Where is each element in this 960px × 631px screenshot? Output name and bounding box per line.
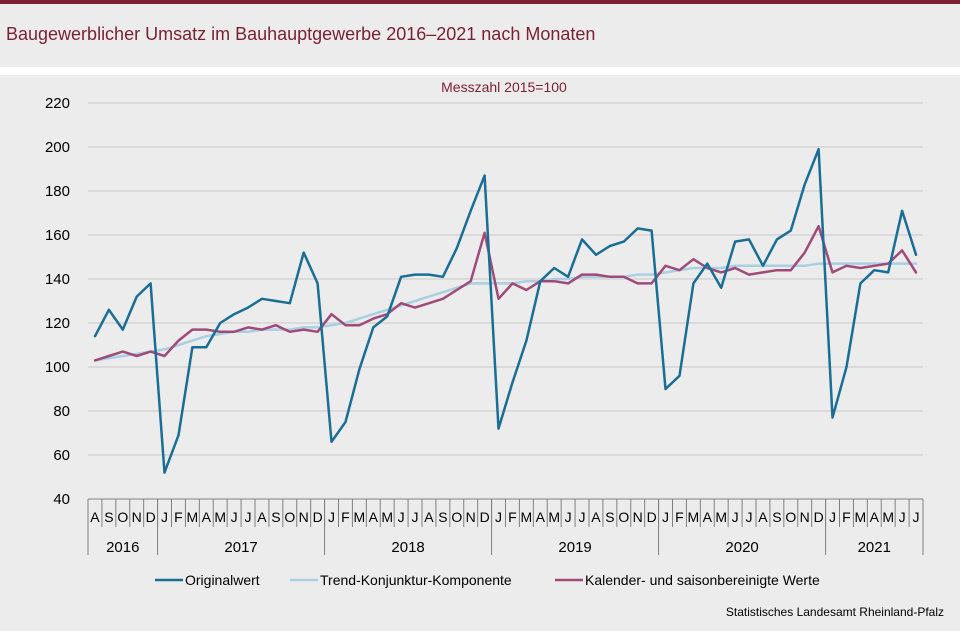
legend-label: Kalender- und saisonbereinigte Werte — [585, 572, 820, 588]
month-label: D — [146, 509, 156, 525]
month-label: M — [882, 509, 894, 525]
month-label: O — [451, 509, 462, 525]
month-label: O — [785, 509, 796, 525]
month-label: F — [341, 509, 350, 525]
month-label: M — [381, 509, 393, 525]
month-label: N — [132, 509, 142, 525]
year-label: 2019 — [558, 539, 591, 556]
series-line — [93, 224, 918, 362]
month-label: J — [579, 509, 586, 525]
month-label: A — [424, 509, 434, 525]
y-tick-label: 160 — [45, 227, 70, 244]
y-tick-label: 80 — [53, 403, 70, 420]
legend-label: Trend-Konjunktur-Komponente — [320, 572, 512, 588]
year-label: 2020 — [725, 539, 758, 556]
month-label: F — [174, 509, 183, 525]
month-label: J — [161, 509, 168, 525]
month-label: A — [703, 509, 713, 525]
series-line — [93, 147, 918, 474]
month-label: A — [536, 509, 546, 525]
series-line — [93, 262, 918, 362]
month-label: A — [591, 509, 601, 525]
month-label: S — [605, 509, 614, 525]
month-label: J — [913, 509, 920, 525]
chart-title: Baugewerblicher Umsatz im Bauhauptgewerb… — [6, 24, 596, 44]
month-label: J — [328, 509, 335, 525]
y-tick-label: 100 — [45, 359, 70, 376]
y-tick-label: 180 — [45, 183, 70, 200]
year-label: 2021 — [858, 539, 891, 556]
month-label: N — [633, 509, 643, 525]
legend: Originalwert Trend-Konjunktur-Komponente K… — [155, 572, 820, 588]
month-label: N — [466, 509, 476, 525]
year-label: 2016 — [106, 539, 139, 556]
month-label: A — [369, 509, 379, 525]
month-label: O — [284, 509, 295, 525]
month-label: M — [715, 509, 727, 525]
y-tick-label: 220 — [45, 95, 70, 112]
month-label: J — [398, 509, 405, 525]
month-label: F — [675, 509, 684, 525]
month-label: D — [647, 509, 657, 525]
month-label: S — [271, 509, 280, 525]
month-label: O — [618, 509, 629, 525]
series-lines — [93, 147, 918, 474]
month-label: F — [508, 509, 517, 525]
month-label: D — [814, 509, 824, 525]
y-tick-label: 60 — [53, 447, 70, 464]
month-label: J — [245, 509, 252, 525]
month-label: S — [438, 509, 447, 525]
month-label: J — [829, 509, 836, 525]
y-tick-label: 40 — [53, 491, 70, 508]
month-label: S — [772, 509, 781, 525]
month-label: M — [214, 509, 226, 525]
month-label: A — [257, 509, 267, 525]
month-label: M — [548, 509, 560, 525]
month-label: J — [495, 509, 502, 525]
month-label: J — [746, 509, 753, 525]
y-tick-label: 120 — [45, 315, 70, 332]
month-label: J — [899, 509, 906, 525]
month-label: A — [870, 509, 880, 525]
legend-label: Originalwert — [185, 572, 260, 588]
month-label: J — [732, 509, 739, 525]
month-label: A — [202, 509, 212, 525]
month-label: N — [299, 509, 309, 525]
month-label: N — [800, 509, 810, 525]
top-accent-bar — [0, 0, 960, 4]
source-note: Statistisches Landesamt Rheinland-Pfalz — [725, 605, 944, 619]
year-label: 2017 — [224, 539, 257, 556]
month-label: J — [231, 509, 238, 525]
month-label: M — [354, 509, 366, 525]
month-label: J — [412, 509, 419, 525]
y-tick-label: 200 — [45, 139, 70, 156]
month-label: M — [187, 509, 199, 525]
month-label: M — [688, 509, 700, 525]
month-label: M — [521, 509, 533, 525]
y-axis: 40 60 80 100 120 140 160 180 200 220 — [45, 95, 70, 508]
year-label: 2018 — [391, 539, 424, 556]
month-label: M — [855, 509, 867, 525]
month-label: F — [842, 509, 851, 525]
chart-subtitle: Messzahl 2015=100 — [441, 79, 567, 95]
month-label: J — [565, 509, 572, 525]
y-tick-label: 140 — [45, 271, 70, 288]
month-label: A — [758, 509, 768, 525]
month-label: O — [117, 509, 128, 525]
month-label: D — [480, 509, 490, 525]
month-label: S — [104, 509, 113, 525]
month-label: D — [313, 509, 323, 525]
month-label: A — [90, 509, 100, 525]
month-label: J — [662, 509, 669, 525]
